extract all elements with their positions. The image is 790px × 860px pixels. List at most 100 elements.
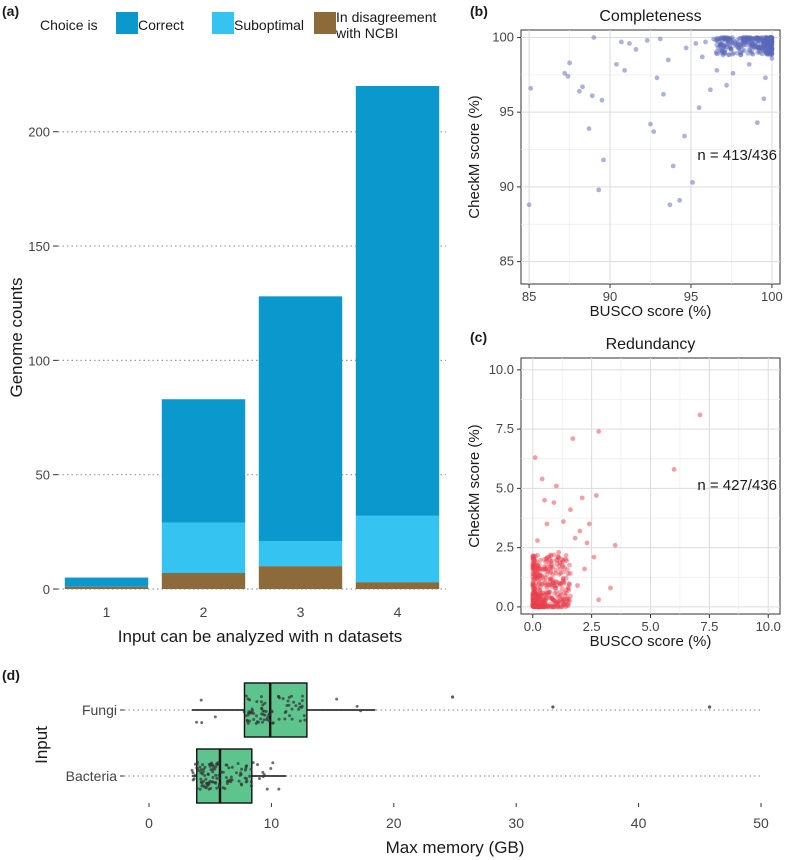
scatter-point: [651, 129, 657, 135]
scatter-point: [711, 36, 717, 42]
scatter-point: [537, 602, 543, 607]
scatter-point: [740, 36, 745, 41]
scatter-point: [531, 591, 537, 596]
scatter-point: [553, 567, 559, 573]
scatter-point: [533, 571, 539, 576]
scatter-point: [547, 595, 552, 601]
scatter-point: [530, 553, 536, 558]
scatter-point: [725, 36, 731, 42]
y-tick-label: 100: [28, 353, 50, 368]
scatter-point: [721, 44, 727, 50]
scatter-point: [530, 563, 536, 569]
y-tick-label: 90: [500, 179, 514, 194]
jitter-point: [288, 714, 292, 718]
scatter-point: [599, 97, 605, 103]
jitter-point: [258, 777, 262, 781]
scatter-point: [725, 36, 731, 42]
jitter-point: [202, 767, 206, 771]
scatter-point: [536, 565, 541, 571]
scatter-point: [535, 595, 541, 601]
x-axis-label: Max memory (GB): [386, 838, 525, 857]
scatter-point: [555, 554, 561, 559]
scatter-point: [531, 598, 536, 604]
jitter-point: [248, 719, 252, 723]
scatter-point: [535, 598, 541, 604]
scatter-point: [727, 36, 732, 42]
scatter-point: [693, 41, 699, 46]
scatter-point: [543, 559, 549, 565]
scatter-point: [532, 599, 538, 605]
jitter-point: [287, 703, 291, 707]
scatter-point: [542, 600, 548, 606]
scatter-point: [530, 596, 536, 601]
jitter-point: [335, 697, 339, 701]
scatter-point: [734, 37, 740, 43]
scatter-point: [544, 596, 549, 602]
y-tick-label: 50: [36, 468, 50, 483]
scatter-point: [762, 48, 768, 54]
jitter-point: [195, 720, 199, 724]
scatter-point: [551, 604, 557, 610]
scatter-point: [586, 521, 592, 527]
x-tick-label: 85: [522, 289, 536, 304]
scatter-point: [530, 597, 536, 603]
x-tick-label: 2: [200, 604, 208, 620]
scatter-point: [766, 42, 772, 48]
scatter-point: [533, 592, 539, 598]
scatter-point: [545, 603, 550, 608]
scatter-point: [559, 562, 565, 568]
scatter-point: [719, 35, 724, 40]
scatter-point: [554, 557, 560, 563]
scatter-point: [584, 540, 590, 546]
x-tick-label: 10: [264, 815, 280, 831]
scatter-point: [758, 42, 764, 48]
scatter-point: [740, 35, 746, 40]
jitter-point: [225, 763, 229, 767]
scatter-point: [538, 602, 543, 608]
jitter-point: [265, 787, 269, 791]
scatter-point: [543, 566, 549, 572]
outlier-point: [551, 705, 555, 709]
jitter-point: [286, 699, 290, 703]
scatter-point: [542, 580, 548, 586]
scatter-point: [564, 567, 570, 573]
scatter-point: [538, 584, 543, 590]
jitter-point: [301, 694, 305, 698]
scatter-point: [531, 603, 536, 608]
bar-segment: [355, 86, 440, 516]
scatter-point: [533, 574, 539, 580]
scatter-point: [762, 42, 768, 48]
sample-count-annotation: n = 413/436: [697, 147, 777, 164]
scatter-point: [532, 569, 538, 574]
scatter-point: [725, 39, 731, 45]
scatter-point: [769, 36, 775, 42]
scatter-point: [532, 585, 538, 591]
scatter-point: [761, 43, 767, 49]
scatter-point: [769, 37, 774, 42]
scatter-point: [758, 46, 764, 51]
scatter-point: [758, 45, 763, 50]
scatter-point: [532, 583, 538, 589]
scatter-point: [718, 41, 723, 47]
scatter-point: [536, 577, 542, 582]
scatter-point: [699, 54, 705, 60]
scatter-point: [541, 601, 547, 606]
legend-swatch: [116, 12, 138, 34]
y-tick-label: 5.0: [496, 480, 514, 495]
scatter-point: [769, 35, 775, 41]
jitter-point: [215, 786, 219, 790]
scatter-point: [546, 590, 551, 596]
scatter-point: [539, 604, 544, 610]
jitter-point: [217, 773, 221, 777]
y-tick-label: 0: [43, 582, 50, 597]
scatter-point: [531, 590, 537, 596]
scatter-point: [767, 41, 773, 47]
scatter-point: [769, 37, 774, 43]
scatter-point: [552, 598, 558, 604]
scatter-point: [768, 38, 774, 43]
scatter-point: [561, 579, 567, 585]
scatter-point: [563, 553, 569, 558]
scatter-point: [726, 40, 732, 46]
scatter-point: [560, 557, 566, 563]
scatter-point: [562, 602, 568, 608]
